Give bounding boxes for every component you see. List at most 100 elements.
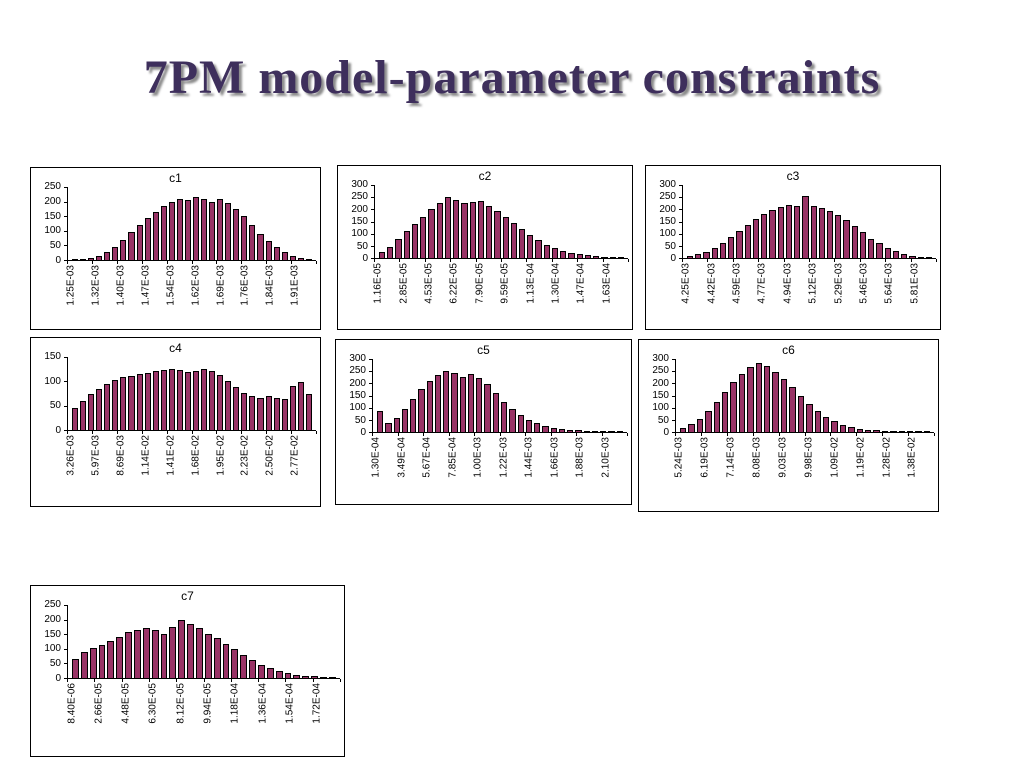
bar: [772, 371, 779, 432]
y-tick-label: 0: [55, 425, 61, 436]
y-tick-mark: [64, 245, 68, 247]
bar: [567, 429, 574, 432]
bar: [160, 633, 168, 678]
bar: [401, 408, 409, 432]
x-tick-mark: [501, 259, 502, 262]
bar: [297, 382, 304, 430]
y-tick-label: 100: [44, 225, 61, 237]
bar: [747, 366, 754, 432]
bar: [826, 210, 834, 258]
bar: [96, 388, 103, 430]
x-tick-label-text: 4.53E-05: [423, 263, 435, 304]
x-tick-label: 5.29E-03: [833, 263, 844, 304]
bar: [443, 371, 450, 432]
x-tick-label-text: 6.30E-05: [147, 683, 159, 724]
x-tick-label-text: 8.40E-06: [66, 683, 78, 724]
y-tick-label: 150: [44, 210, 61, 222]
y-tick-label: 250: [44, 181, 61, 192]
x-tick-mark: [783, 259, 785, 262]
x-tick-label-text: 8.69E-03: [115, 435, 127, 476]
y-tick-label: 150: [44, 628, 61, 640]
x-tick-mark: [550, 433, 552, 436]
x-tick-label: 6.19E-03: [700, 437, 711, 478]
x-tick-label: 1.40E-03: [115, 265, 126, 306]
x-tick-mark: [726, 433, 728, 436]
y-tick-label: 0: [55, 673, 61, 684]
y-tick-mark: [64, 405, 68, 407]
x-tick-label-text: 2.85E-05: [398, 263, 410, 304]
bar: [201, 369, 208, 430]
chart-body: 300 250 200 150 100 50 0 1.30E-04 3.49E-04 5.67E…: [340, 354, 628, 501]
chart-title: c1: [169, 171, 182, 185]
bar: [713, 401, 721, 432]
bar: [80, 400, 87, 430]
bar: [890, 431, 897, 432]
x-tick-mark: [141, 431, 143, 434]
x-tick-mark: [526, 259, 528, 262]
y-tick-mark: [64, 634, 68, 636]
x-tick-label-text: 1.40E-03: [115, 265, 127, 306]
x-tick-label: 5.46E-03: [859, 263, 870, 304]
bar: [377, 410, 384, 432]
y-tick-label: 150: [652, 390, 669, 401]
y-tick-mark: [64, 201, 68, 203]
bar: [387, 247, 394, 258]
bar: [917, 256, 924, 258]
plot-area: [679, 185, 936, 259]
plot-column: 4.25E-03 4.42E-03 4.59E-03 4.77E-03 4.94E-03…: [679, 185, 937, 326]
bar: [705, 411, 712, 432]
y-tick-mark: [64, 619, 68, 621]
bar: [379, 251, 386, 258]
bar: [134, 629, 141, 678]
bar: [695, 254, 702, 258]
x-tick-label: 4.77E-03: [757, 263, 768, 304]
plot-area: [672, 359, 934, 433]
x-tick-label-text: 1.54E-04: [284, 683, 296, 724]
y-tick-label: 200: [44, 195, 61, 207]
x-axis-labels: 1.25E-03 1.32E-03 1.40E-03 1.47E-03 1.54E-03…: [66, 261, 317, 326]
bar: [257, 397, 264, 430]
x-tick-label: 1.00E-03: [473, 437, 484, 478]
x-tick-label-text: 2.77E-02: [289, 435, 301, 476]
bar: [451, 372, 458, 432]
x-tick-label-text: 1.13E-04: [525, 263, 537, 304]
bar: [128, 375, 135, 430]
bar: [542, 425, 549, 432]
x-tick-mark: [834, 259, 836, 262]
y-tick-label: 150: [349, 390, 366, 401]
x-tick-label: 1.62E-03: [190, 265, 201, 306]
bar: [797, 395, 805, 432]
bar: [265, 241, 272, 260]
bar: [209, 202, 216, 260]
x-tick-label-text: 1.38E-02: [906, 437, 918, 478]
x-tick-label: 1.47E-04: [576, 263, 587, 304]
bar: [494, 210, 501, 258]
bar: [192, 370, 199, 430]
x-tick-label: 6.30E-05: [148, 683, 159, 724]
x-tick-mark: [230, 679, 232, 682]
y-tick-mark: [679, 209, 683, 211]
bar: [680, 427, 687, 432]
y-tick-label: 50: [354, 414, 366, 426]
bar: [233, 208, 240, 260]
bar: [217, 375, 224, 430]
x-tick-label: 4.53E-05: [424, 263, 435, 304]
x-tick-label-text: 1.28E-02: [881, 437, 893, 478]
x-tick-label: 1.66E-03: [549, 437, 560, 478]
x-tick-label-text: 1.30E-04: [370, 437, 382, 478]
y-tick-mark: [64, 605, 68, 606]
bar: [593, 256, 600, 258]
bar: [225, 380, 232, 430]
bar: [96, 255, 103, 260]
x-tick-mark: [910, 259, 912, 262]
x-tick-label: 4.42E-03: [706, 263, 717, 304]
x-tick-mark: [340, 679, 341, 682]
x-tick-label-text: 5.12E-03: [807, 263, 819, 304]
x-tick-label-text: 1.47E-03: [140, 265, 152, 306]
x-axis-labels: 5.24E-03 6.19E-03 7.14E-03 8.08E-03 9.03E-03…: [674, 433, 935, 508]
chart-title: c4: [169, 341, 182, 355]
bar: [818, 208, 825, 258]
x-tick-label-text: 1.69E-03: [215, 265, 227, 306]
y-tick-mark: [369, 395, 373, 397]
x-tick-label-text: 9.94E-05: [202, 683, 214, 724]
